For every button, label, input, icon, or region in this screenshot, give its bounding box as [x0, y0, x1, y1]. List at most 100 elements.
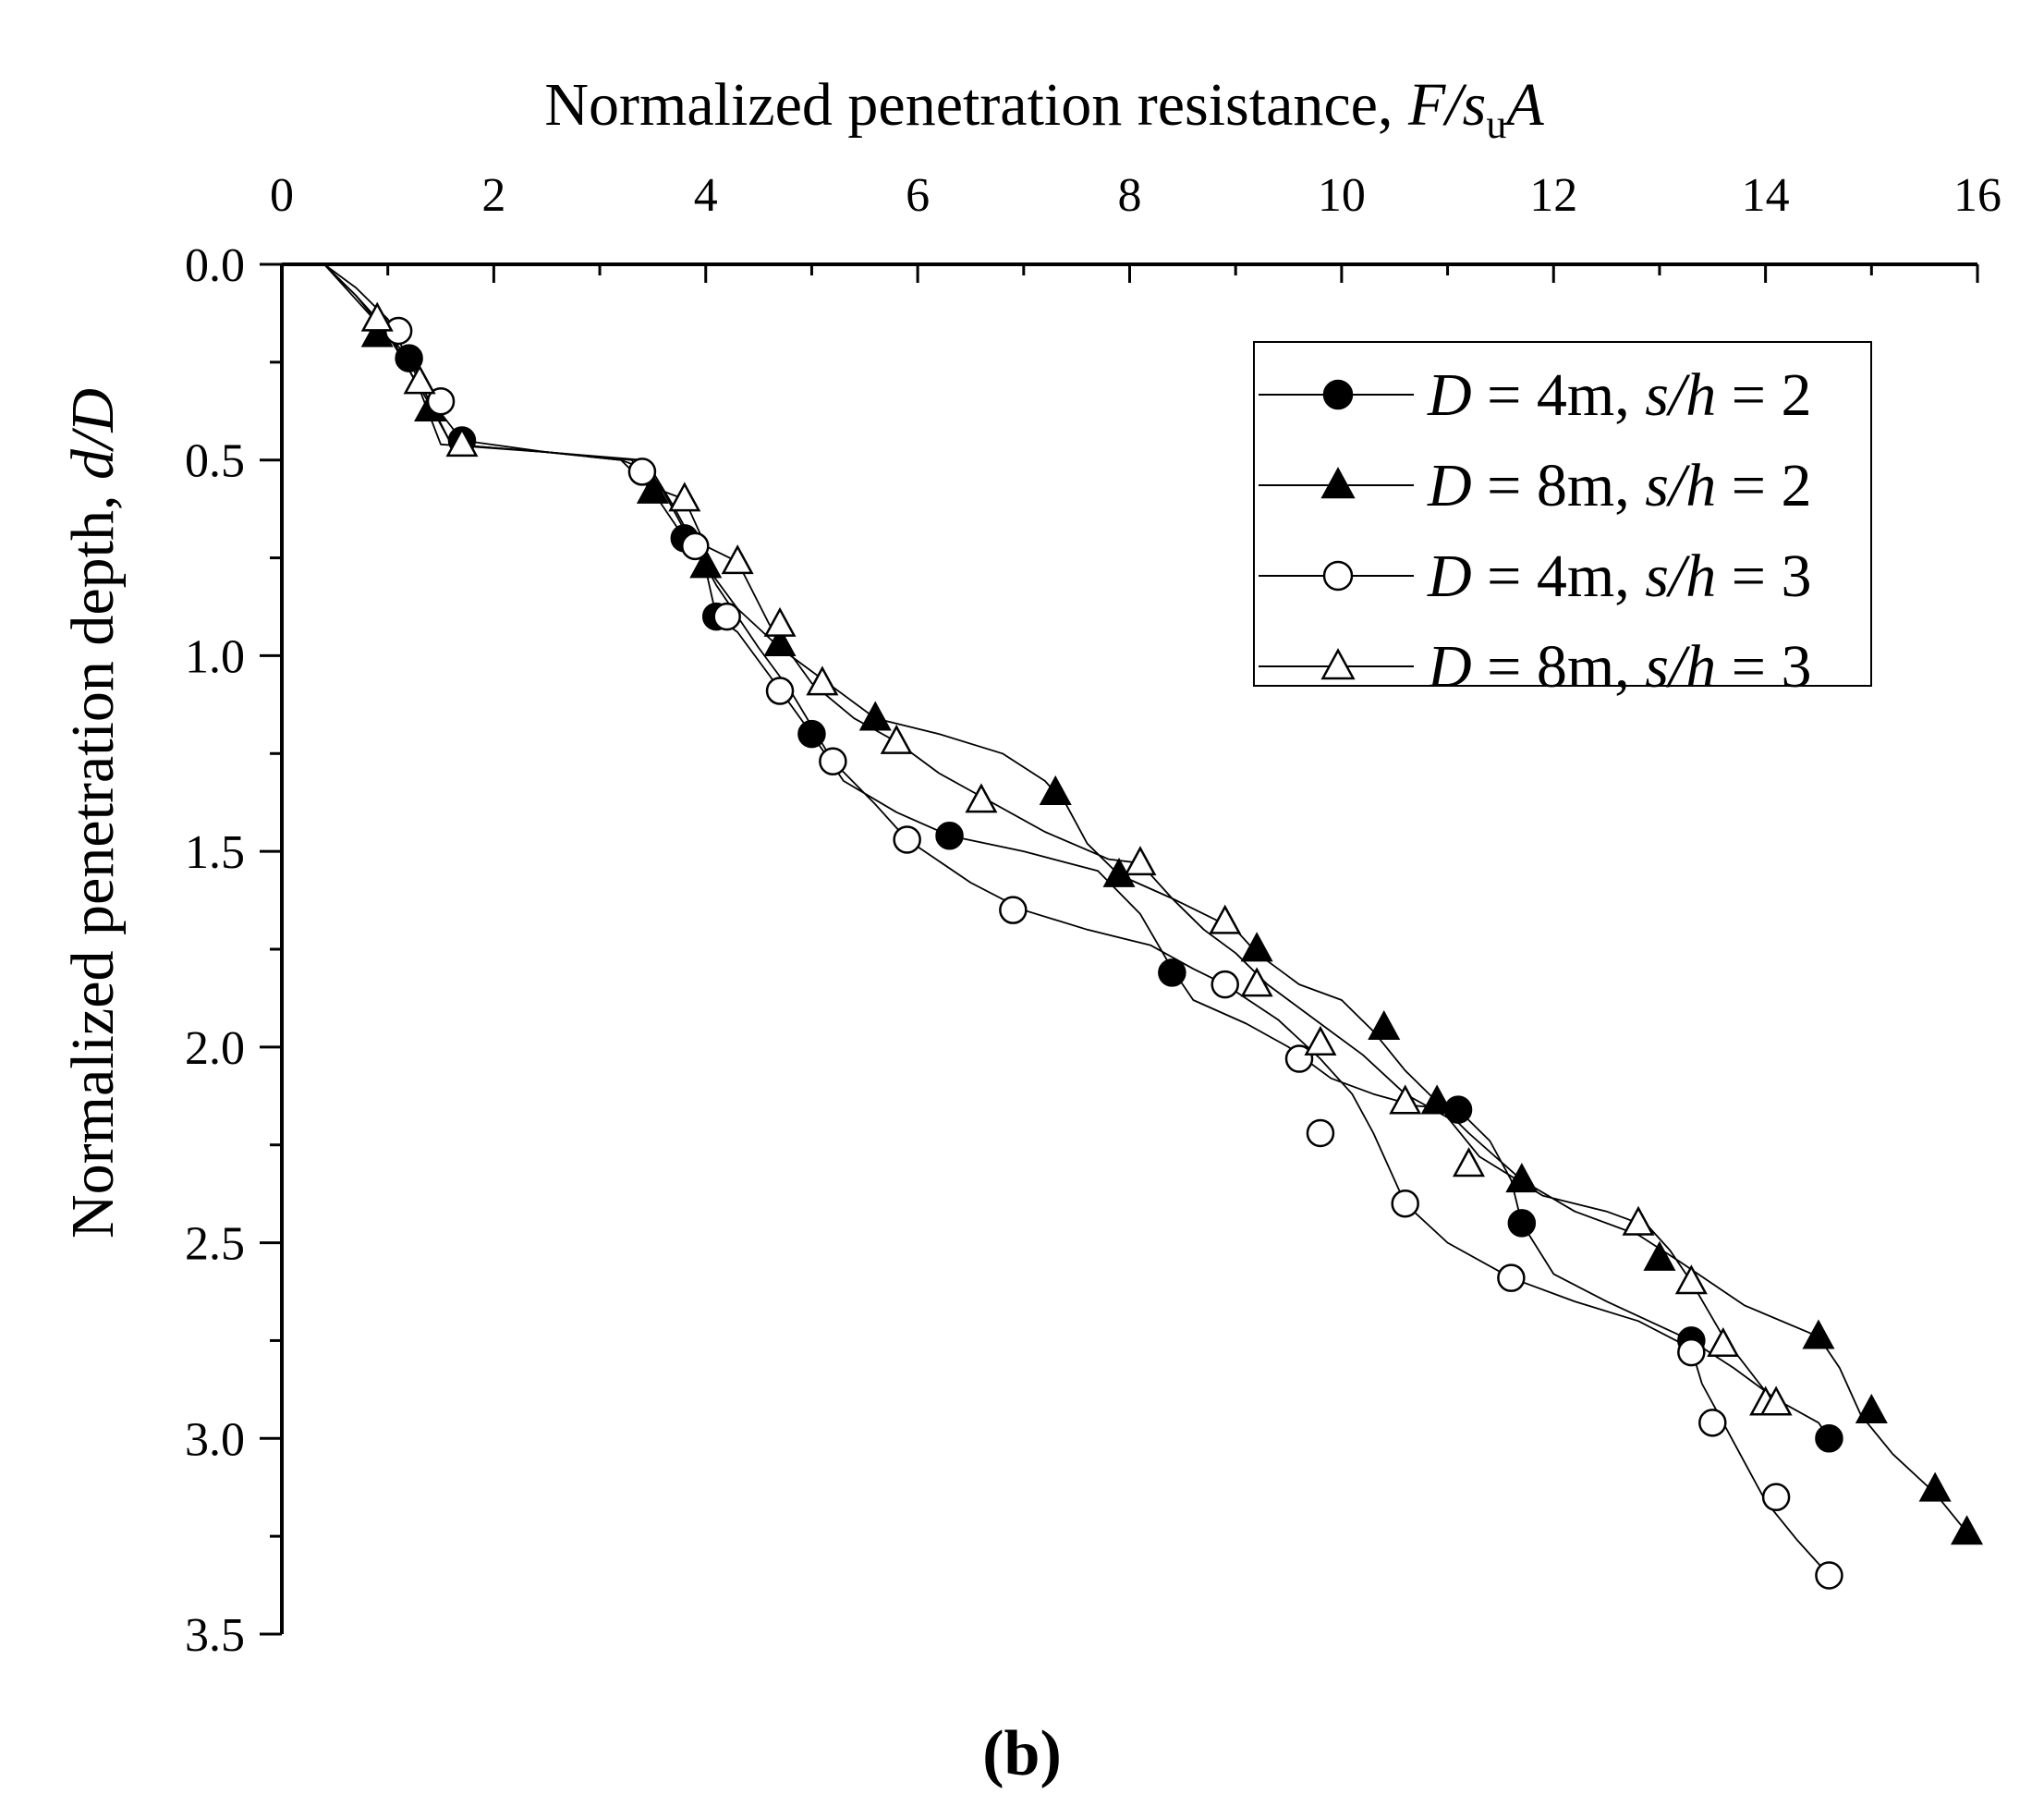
x-tick-label: 6 [906, 169, 930, 222]
series-4-marker [1452, 1147, 1486, 1178]
series-3-marker [999, 896, 1028, 924]
series-3-marker [712, 602, 741, 631]
x-axis-title-symbol: F/s [1407, 71, 1486, 139]
legend-label-4: D = 8m, s/h = 3 [1427, 633, 1812, 701]
legend-box [1253, 341, 1872, 687]
legend-label-part: = 8m, [1472, 633, 1646, 701]
y-tick-label: 1.5 [185, 826, 245, 879]
series-1-marker [1815, 1424, 1843, 1453]
x-tick-label: 16 [1953, 169, 2001, 222]
series-3-marker [426, 386, 456, 416]
series-3-marker [765, 677, 795, 705]
y-axis-title: Normalized penetration depth, d/D [59, 388, 127, 1239]
legend-label-part: s/h [1645, 452, 1716, 519]
series-2-marker [1802, 1319, 1835, 1349]
y-axis-title-symbol: d/D [59, 388, 127, 480]
series-1-marker [935, 821, 964, 850]
y-tick-label: 0.0 [185, 239, 245, 292]
series-2-marker [1240, 932, 1273, 962]
series-markers-group [360, 301, 1984, 1590]
legend-label-1: D = 4m, s/h = 2 [1427, 361, 1812, 429]
series-3-marker [1677, 1337, 1706, 1367]
legend-marker-1 [1322, 379, 1354, 410]
series-3-marker [627, 458, 657, 486]
series-4-marker [763, 606, 797, 637]
legend-label-part: = 2 [1716, 361, 1811, 429]
y-tick-label: 2.0 [185, 1022, 245, 1075]
legend-label-part: D [1427, 543, 1472, 610]
series-4-marker [1389, 1084, 1422, 1115]
series-2-marker [1368, 1009, 1401, 1041]
legend-label-part: s/h [1645, 633, 1716, 701]
series-4-marker [1622, 1205, 1655, 1236]
y-axis-title-prefix: Normalized penetration depth, [59, 480, 127, 1239]
legend-label-part: = 2 [1716, 452, 1811, 519]
series-3-marker [681, 531, 710, 561]
series-3-marker [1497, 1263, 1526, 1292]
series-4-marker [1304, 1025, 1337, 1056]
series-2-marker [1918, 1471, 1952, 1502]
series-line-4 [282, 263, 1777, 1404]
x-tick-label: 8 [1118, 169, 1142, 222]
series-3-marker [1698, 1409, 1727, 1437]
series-4-marker [965, 783, 998, 813]
legend-marker-2 [1320, 467, 1356, 499]
series-1-marker [1158, 958, 1186, 987]
series-2-marker [1505, 1163, 1539, 1193]
legend-marker-4 [1320, 648, 1356, 680]
series-2-marker [1643, 1240, 1676, 1271]
series-4-marker [880, 724, 913, 754]
x-axis-title-sub: u [1486, 102, 1506, 147]
legend: D = 4m, s/h = 2D = 8m, s/h = 2D = 4m, s/… [1253, 341, 1872, 701]
series-2-marker [858, 701, 892, 731]
y-tick-label: 0.5 [185, 435, 245, 488]
x-axis-title-suffix: A [1503, 71, 1544, 139]
series-1-marker [797, 719, 826, 749]
series-3-marker [1761, 1483, 1791, 1512]
series-4-marker [403, 364, 436, 395]
series-4-marker [445, 427, 479, 458]
series-4-marker [1209, 904, 1242, 934]
series-1-marker [395, 344, 423, 372]
series-4-marker [1124, 846, 1157, 876]
legend-label-3: D = 4m, s/h = 3 [1427, 543, 1812, 610]
legend-label-part: = 4m, [1472, 361, 1646, 429]
y-tick-label: 3.5 [185, 1609, 245, 1662]
series-3-marker [1306, 1118, 1335, 1148]
legend-label-part: s/h [1645, 543, 1716, 610]
legend-label-part: = 3 [1716, 633, 1811, 701]
panel-label: (b) [982, 1718, 1062, 1789]
x-tick-label: 0 [270, 169, 294, 222]
series-3-marker [1815, 1561, 1843, 1590]
legend-label-part: s/h [1645, 361, 1716, 429]
series-2-marker [1039, 775, 1072, 805]
legend-label-part: = 8m, [1472, 452, 1646, 519]
x-tick-label: 14 [1742, 169, 1790, 222]
series-4-marker [806, 665, 839, 696]
y-tick-label: 3.0 [185, 1413, 245, 1466]
series-2-marker [636, 473, 669, 504]
series-4-marker [721, 544, 754, 575]
x-tick-label: 2 [481, 169, 505, 222]
legend-marker-3 [1322, 560, 1354, 592]
series-4-marker [1759, 1385, 1793, 1416]
x-axis-title: Normalized penetration resistance, F/suA [544, 71, 1544, 147]
y-tick-label: 2.5 [185, 1218, 245, 1271]
series-3-marker [1211, 970, 1239, 999]
legend-label-part: D [1427, 452, 1472, 519]
legend-label-part: = 4m, [1472, 543, 1646, 610]
legend-label-part: = 3 [1716, 543, 1811, 610]
series-4-marker [1240, 967, 1273, 997]
series-4-marker [360, 301, 394, 332]
y-tick-label: 1.0 [185, 630, 245, 683]
series-2-marker [763, 627, 797, 657]
series-4-marker [668, 482, 701, 512]
series-2-marker [1855, 1393, 1888, 1423]
series-2-marker [1420, 1084, 1454, 1115]
x-tick-label: 12 [1529, 169, 1577, 222]
x-tick-label: 4 [694, 169, 718, 222]
legend-label-2: D = 8m, s/h = 2 [1427, 452, 1812, 519]
series-3-marker [893, 825, 921, 854]
axes-group: 0 2 4 6 8 10 12 14 16 0.0 0.5 1.0 1.5 2.0 2.5 3.0 3.5 [185, 169, 2001, 1662]
